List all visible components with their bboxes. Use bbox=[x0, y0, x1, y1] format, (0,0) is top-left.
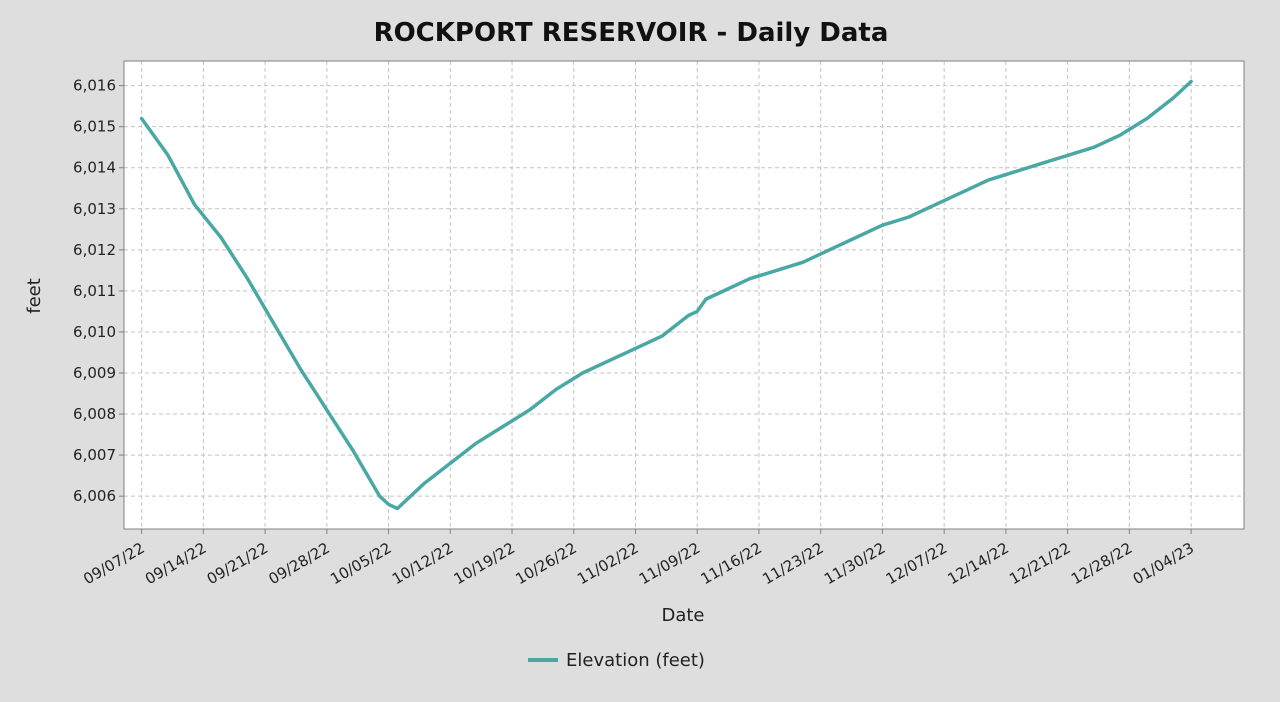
x-tick-label: 11/30/22 bbox=[821, 539, 888, 588]
x-tick-label: 09/14/22 bbox=[142, 539, 209, 588]
x-tick-label: 12/07/22 bbox=[883, 539, 950, 588]
plot-frame bbox=[123, 60, 1245, 530]
legend-label: Elevation (feet) bbox=[566, 650, 705, 671]
x-tick-label: 10/12/22 bbox=[389, 539, 456, 588]
x-tick-label: 11/23/22 bbox=[759, 539, 826, 588]
y-tick-label: 6,012 bbox=[73, 241, 116, 259]
x-axis-label: Date bbox=[661, 605, 704, 626]
x-tick-label: 09/07/22 bbox=[80, 539, 147, 588]
y-tick-label: 6,013 bbox=[73, 200, 116, 218]
grid-lines bbox=[124, 61, 1244, 529]
y-tick-label: 6,011 bbox=[73, 282, 116, 300]
x-tick-label: 11/16/22 bbox=[698, 539, 765, 588]
x-tick-label: 12/21/22 bbox=[1006, 539, 1073, 588]
x-tick-label: 09/28/22 bbox=[265, 539, 332, 588]
y-axis-label: feet bbox=[24, 278, 45, 314]
y-tick-label: 6,008 bbox=[73, 405, 116, 423]
x-tick-label: 11/09/22 bbox=[636, 539, 703, 588]
y-tick-label: 6,010 bbox=[73, 323, 116, 341]
x-tick-label: 09/21/22 bbox=[204, 539, 271, 588]
y-axis-ticks: 6,006 6,007 6,008 6,009 6,010 6,011 6,012 6,013… bbox=[73, 77, 124, 505]
x-tick-label: 10/05/22 bbox=[327, 539, 394, 588]
x-axis-ticks: 09/07/2209/14/2209/21/2209/28/2210/05/22… bbox=[80, 529, 1197, 588]
y-tick-label: 6,014 bbox=[73, 159, 116, 177]
plot-area bbox=[124, 61, 1244, 529]
y-tick-label: 6,007 bbox=[73, 446, 116, 464]
x-tick-label: 12/14/22 bbox=[945, 539, 1012, 588]
series-layer bbox=[139, 79, 1193, 511]
y-tick-label: 6,006 bbox=[73, 487, 116, 505]
chart-title: ROCKPORT RESERVOIR - Daily Data bbox=[374, 18, 889, 48]
y-tick-label: 6,016 bbox=[73, 77, 116, 95]
x-tick-label: 01/04/23 bbox=[1130, 539, 1197, 588]
x-tick-label: 11/02/22 bbox=[574, 539, 641, 588]
series-line-elevation bbox=[139, 79, 1193, 511]
x-tick-label: 10/26/22 bbox=[512, 539, 579, 588]
y-tick-label: 6,009 bbox=[73, 364, 116, 382]
y-tick-label: 6,015 bbox=[73, 118, 116, 136]
x-tick-label: 12/28/22 bbox=[1068, 539, 1135, 588]
x-tick-label: 10/19/22 bbox=[451, 539, 518, 588]
legend: Elevation (feet) bbox=[528, 650, 705, 671]
